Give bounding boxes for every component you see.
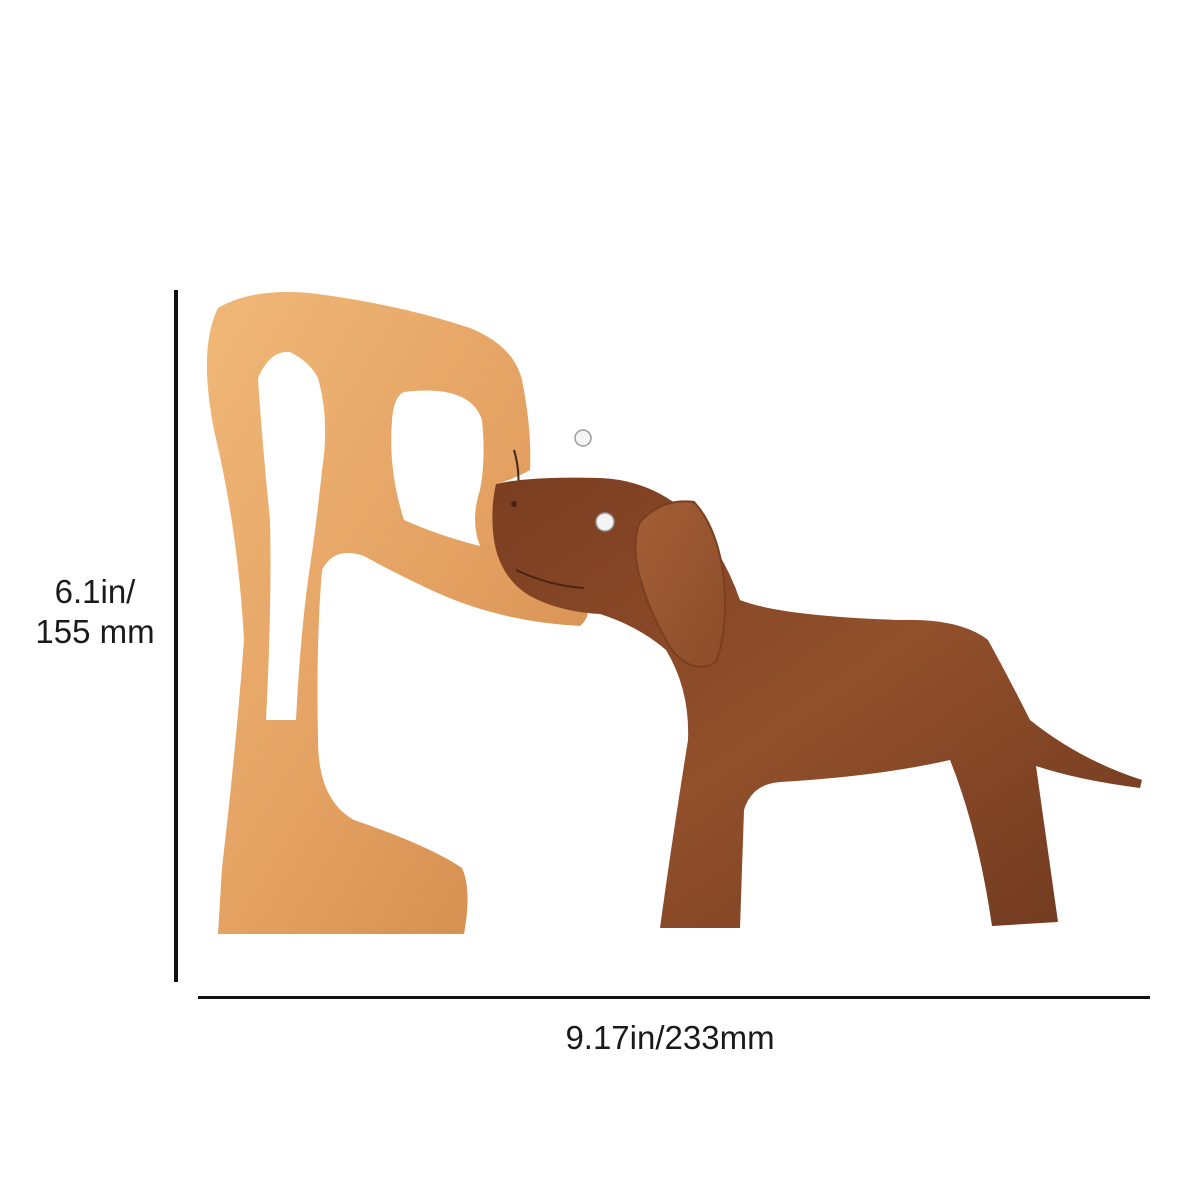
dog-figure [492, 478, 1142, 928]
person-eye [575, 430, 591, 446]
dog-nose-hint [511, 501, 517, 507]
dog-body-shape [492, 478, 1142, 928]
width-label: 9.17in/233mm [520, 1018, 820, 1058]
height-label-line2: 155 mm [20, 612, 170, 652]
height-label-line1: 6.1in/ [20, 572, 170, 612]
dog-eye [596, 513, 614, 531]
dog-ear [635, 501, 725, 666]
height-dimension-line [174, 290, 178, 982]
width-dimension-line [198, 996, 1150, 999]
height-label: 6.1in/ 155 mm [20, 572, 170, 652]
person-figure [207, 292, 591, 934]
person-body-shape [207, 292, 588, 934]
